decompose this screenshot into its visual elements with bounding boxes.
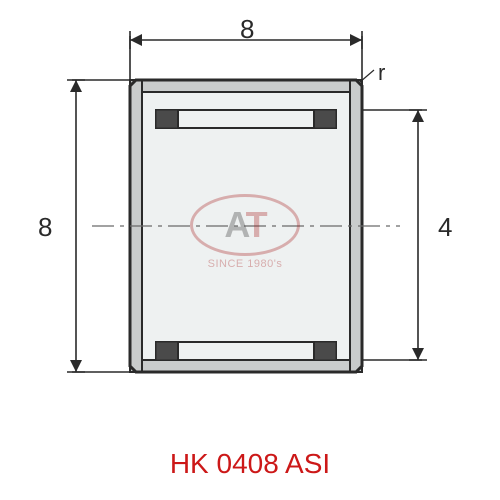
radius-label: r — [378, 60, 385, 86]
part-number: HK 0408 ASI — [0, 448, 500, 480]
dimension-top-label: 8 — [240, 14, 254, 45]
drawing-canvas: AT SINCE 1980's 8 8 4 r HK 0408 ASI — [0, 0, 500, 500]
dimension-right-label: 4 — [438, 212, 452, 243]
dimension-left-label: 8 — [38, 212, 52, 243]
technical-drawing-svg — [0, 0, 500, 500]
